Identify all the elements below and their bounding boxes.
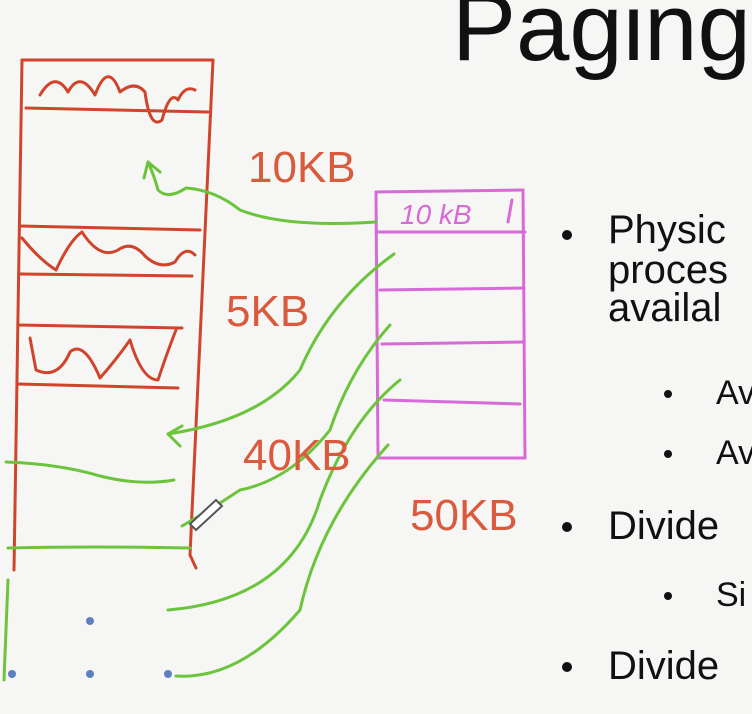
- bullet-text: proces: [608, 248, 729, 292]
- bullet-text: Av: [716, 374, 752, 412]
- bullet-text: Si: [716, 576, 747, 614]
- pen-cursor-icon: [188, 498, 224, 532]
- blue-dots: [8, 617, 172, 678]
- size-label-40kb: 40KB: [243, 431, 351, 480]
- bullet-dot: [664, 450, 672, 458]
- bullet-dot: [562, 522, 572, 532]
- bullet-dot: [562, 662, 572, 672]
- handwritten-10kb-label: 10 kB: [400, 199, 472, 230]
- bullet-text: availal: [608, 286, 722, 330]
- slide-title: Paging: [452, 0, 751, 81]
- size-label-5kb: 5KB: [226, 287, 310, 336]
- bullet-dot: [664, 592, 672, 600]
- bullet-dot: [664, 390, 672, 398]
- bullet-dot: [562, 230, 572, 240]
- mapping-arrows: [2, 160, 402, 682]
- size-label-10kb: 10KB: [248, 143, 356, 192]
- size-label-50kb: 50KB: [410, 491, 518, 540]
- memory-column: [12, 58, 215, 572]
- bullet-text: Divide: [608, 504, 720, 548]
- bullet-text: Av: [716, 434, 752, 472]
- page-table: [374, 188, 527, 460]
- bullet-text: Divide: [608, 644, 720, 688]
- bullet-text: Physic: [608, 208, 726, 252]
- bullet-list: Physic proces availal Av Av Divide Si Di…: [552, 0, 752, 714]
